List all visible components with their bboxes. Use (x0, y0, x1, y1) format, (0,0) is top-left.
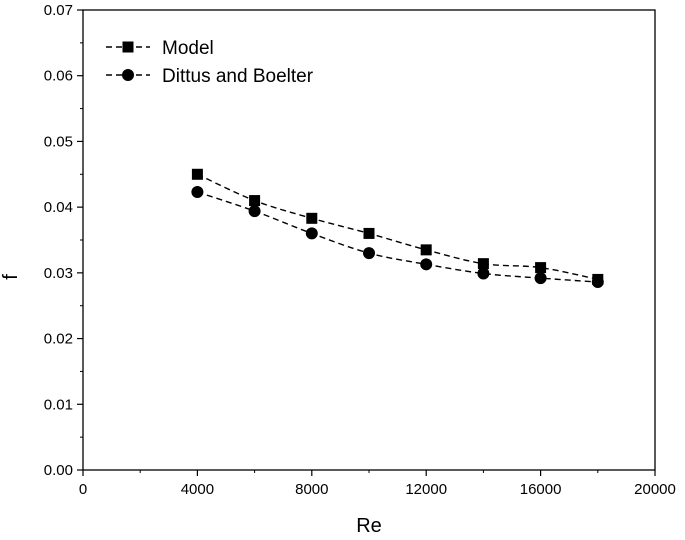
legend-label-1: Dittus and Boelter (162, 66, 314, 87)
series-1-point-4 (420, 258, 433, 271)
y-tick-label-0: 0.00 (44, 462, 73, 479)
y-tick-label-2: 0.02 (44, 331, 73, 348)
legend-label-0: Model (162, 38, 214, 59)
series-0-point-3 (363, 227, 375, 239)
y-axis-title: f (0, 274, 22, 280)
series-1-point-1 (248, 205, 261, 218)
y-tick-label-6: 0.06 (44, 68, 73, 85)
x-tick-label-2: 8000 (295, 481, 328, 498)
series-0-point-0 (191, 168, 203, 180)
x-tick-label-4: 16000 (520, 481, 562, 498)
x-axis-title: Re (356, 515, 382, 537)
x-tick-label-0: 0 (79, 481, 87, 498)
series-0-point-1 (249, 195, 261, 207)
series-1-point-0 (191, 186, 204, 199)
series-1-point-3 (363, 247, 375, 260)
y-tick-label-3: 0.03 (44, 265, 73, 282)
y-tick-label-7: 0.07 (44, 2, 73, 19)
series-0-point-4 (420, 244, 432, 256)
y-tick-label-4: 0.04 (44, 199, 73, 216)
legend-marker-0 (122, 41, 134, 53)
series-0-point-2 (306, 212, 318, 224)
series-1-point-6 (534, 272, 547, 285)
x-tick-label-1: 4000 (181, 481, 214, 498)
series-0-point-6 (535, 262, 547, 274)
y-tick-label-5: 0.05 (44, 133, 73, 150)
y-tick-label-1: 0.01 (44, 396, 73, 413)
x-tick-label-5: 20000 (634, 481, 676, 498)
series-0-point-5 (477, 258, 489, 270)
series-1-point-2 (305, 227, 318, 240)
legend-marker-1 (122, 69, 134, 81)
series-1-point-7 (591, 276, 604, 289)
series-1-point-5 (477, 267, 490, 280)
x-tick-label-3: 12000 (405, 481, 447, 498)
